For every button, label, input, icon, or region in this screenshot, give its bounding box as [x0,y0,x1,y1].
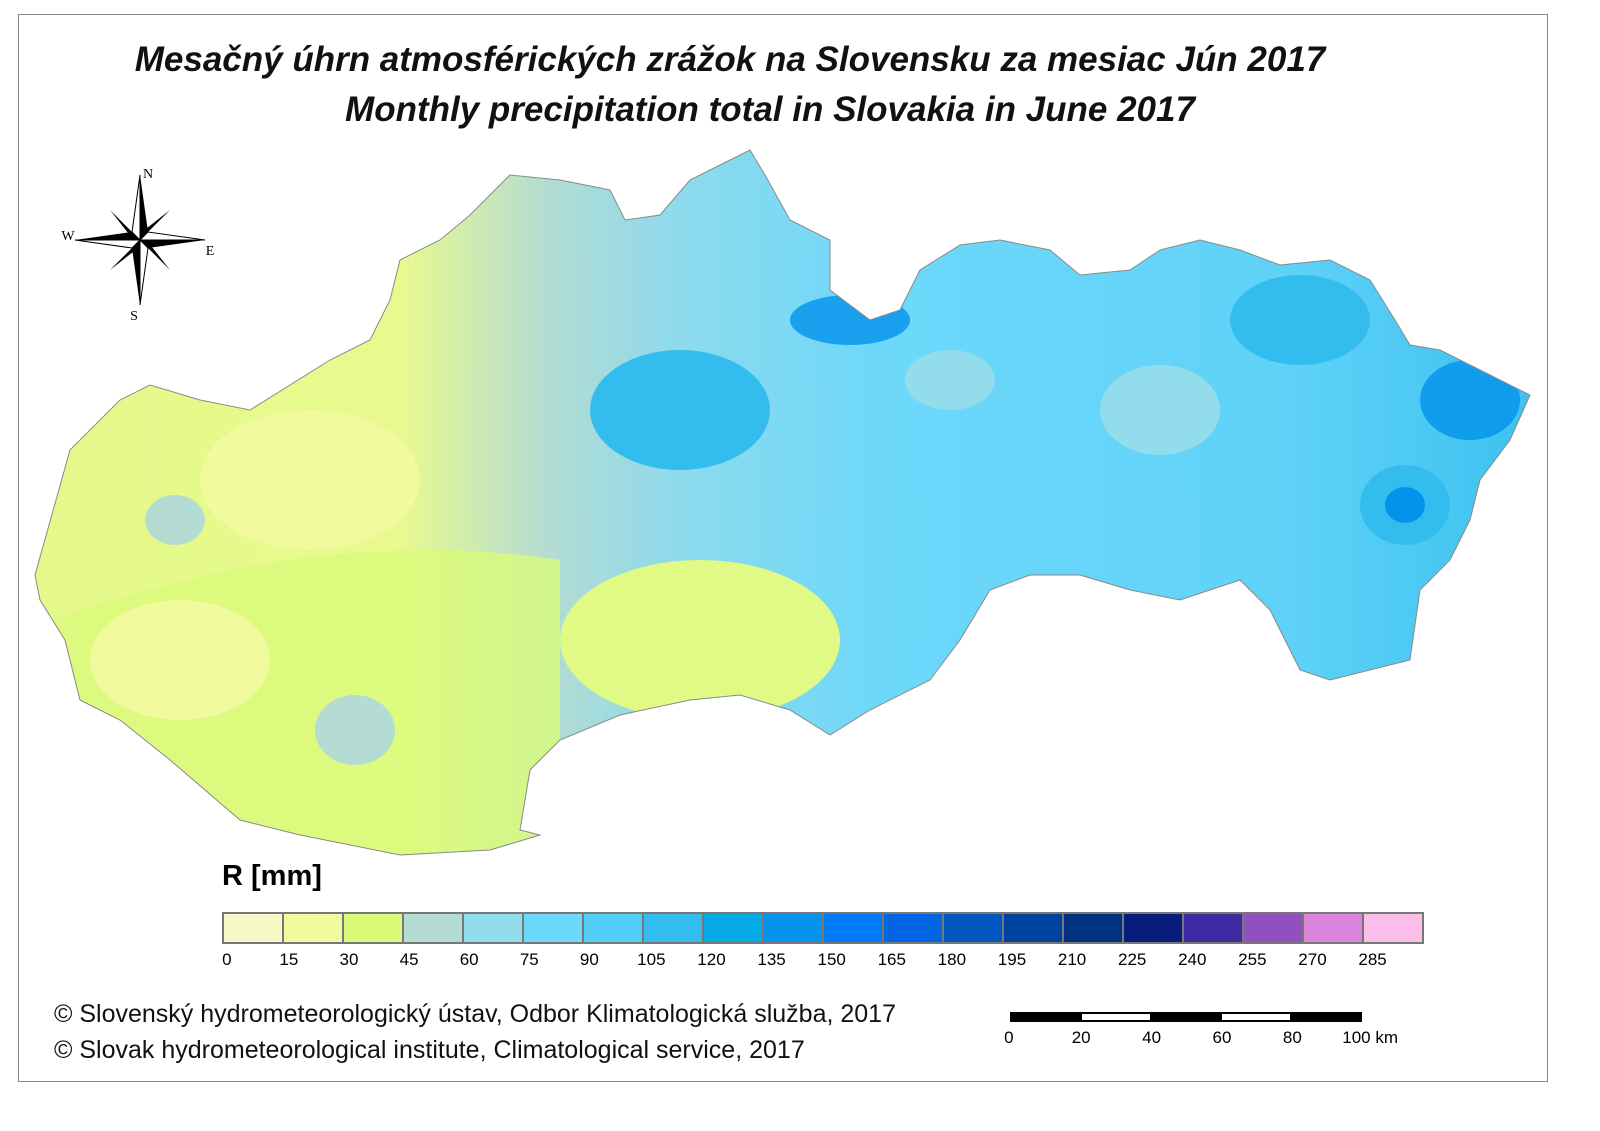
compass-w: W [61,229,75,244]
legend-tick-label: 195 [997,950,1027,969]
scale-label: 20 [1071,1028,1091,1047]
legend-swatch [344,914,404,942]
legend-tick-label: 210 [1057,950,1087,969]
legend-swatch [584,914,644,942]
legend-tick-label: 225 [1117,950,1147,969]
legend-swatch [644,914,704,942]
scale-label: 100 km [1342,1028,1399,1047]
copyright-english: © Slovak hydrometeorological institute, … [54,1036,805,1064]
legend-title: R [mm] [222,860,322,892]
scale-label: 0 [1004,1028,1014,1047]
legend-swatch [1364,914,1422,942]
legend-swatch [824,914,884,942]
legend-tick-label: 135 [757,950,786,969]
title-slovak: Mesačný úhrn atmosférických zrážok na Sl… [134,40,1326,79]
compass-rose-icon: N S E W [61,167,214,324]
legend-swatch [764,914,824,942]
legend-swatch [884,914,944,942]
legend-swatch [704,914,764,942]
legend-tick-label: 45 [399,950,419,969]
legend-swatch [1064,914,1124,942]
compass-s: S [130,309,138,324]
copyright-slovak: © Slovenský hydrometeorologický ústav, O… [54,1000,896,1028]
legend-tick-label: 150 [817,950,846,969]
compass-e: E [206,244,215,259]
legend-tick-label: 60 [459,950,479,969]
scale-bar [1010,1012,1362,1022]
legend-tick-label: 120 [697,950,726,969]
scale-label: 80 [1282,1028,1302,1047]
legend-tick-label: 240 [1178,950,1207,969]
legend-tick-label: 285 [1358,950,1387,969]
scale-segment [1082,1014,1150,1020]
legend-tick-label: 75 [519,950,539,969]
legend-tick-label: 105 [637,950,666,969]
legend-tick-label: 90 [579,950,599,969]
legend-tick-label: 255 [1238,950,1267,969]
legend-swatch [464,914,524,942]
legend-tick-label: 270 [1298,950,1327,969]
scale-label: 60 [1212,1028,1232,1047]
legend-swatch [284,914,344,942]
legend-swatch [224,914,284,942]
title-english: Monthly precipitation total in Slovakia … [345,90,1195,129]
legend-tick-label: 0 [222,950,232,969]
legend-swatch [1304,914,1364,942]
legend-swatch [944,914,1004,942]
legend-tick-label: 30 [339,950,359,969]
map-frame [18,14,1548,1082]
legend-swatch [1124,914,1184,942]
legend-swatch [404,914,464,942]
legend-swatch [524,914,584,942]
legend-tick-label: 165 [877,950,906,969]
legend-swatch [1184,914,1244,942]
legend-swatch [1004,914,1064,942]
legend-tick-label: 180 [937,950,967,969]
scale-label: 40 [1142,1028,1162,1047]
legend-tick-label: 15 [279,950,299,969]
compass-n: N [143,167,153,182]
scale-segment [1222,1014,1290,1020]
color-legend [222,912,1424,944]
precipitation-surface [35,150,1530,855]
legend-swatch [1244,914,1304,942]
